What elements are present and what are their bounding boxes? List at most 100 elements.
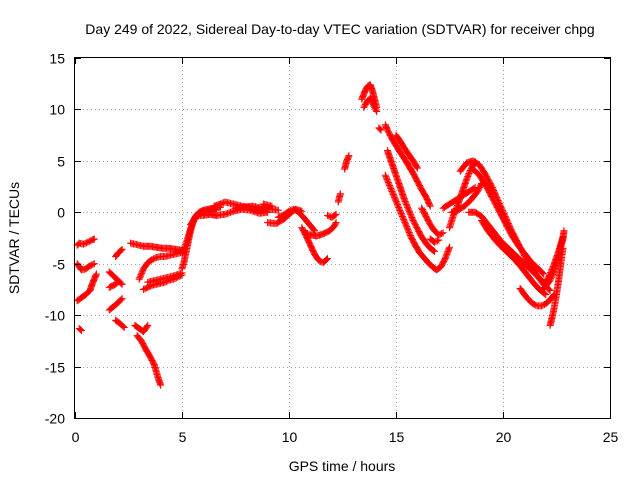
data-point [405, 229, 413, 237]
series-s4 [75, 325, 85, 335]
data-point [178, 249, 186, 257]
data-point [143, 323, 151, 331]
data-point [118, 280, 126, 288]
data-point [117, 296, 125, 304]
series-s3 [73, 270, 100, 305]
data-point [439, 229, 447, 237]
data-point [390, 192, 398, 200]
data-point [426, 202, 434, 210]
data-point [549, 264, 557, 272]
data-point [403, 202, 411, 210]
series-s28 [334, 190, 344, 206]
data-point [382, 173, 390, 181]
series-s27 [324, 210, 340, 221]
data-point [539, 269, 547, 277]
data-point [393, 199, 401, 207]
data-point [541, 290, 549, 298]
data-point [385, 180, 393, 188]
data-point [92, 270, 100, 278]
data-point [464, 172, 472, 180]
data-point [395, 204, 403, 212]
data-point [407, 212, 415, 220]
data-point [404, 205, 412, 213]
series-s49 [542, 233, 567, 286]
data-point [431, 247, 439, 255]
x-tick-label: 20 [496, 429, 512, 445]
data-point [402, 200, 410, 208]
data-point [413, 164, 421, 172]
data-point [463, 174, 471, 182]
data-point [426, 201, 434, 209]
data-point [373, 107, 381, 115]
data-point [397, 208, 405, 216]
data-point [390, 193, 398, 201]
data-point [413, 163, 421, 171]
data-point [181, 242, 189, 250]
data-point [114, 278, 122, 286]
data-point [90, 235, 98, 243]
x-tick-label: 15 [389, 429, 405, 445]
data-point [398, 211, 406, 219]
data-point [402, 199, 410, 207]
data-point [547, 269, 555, 277]
data-point [405, 206, 413, 214]
data-point [395, 205, 403, 213]
data-point [404, 203, 412, 211]
data-point [384, 177, 392, 185]
data-point [399, 214, 407, 222]
data-point [405, 227, 413, 235]
data-point [392, 196, 400, 204]
data-point [407, 211, 415, 219]
data-point [389, 189, 397, 197]
data-point [322, 256, 330, 264]
series-s8 [112, 316, 128, 331]
data-point [336, 190, 344, 198]
x-tick-label: 5 [179, 429, 187, 445]
data-point [324, 255, 332, 263]
data-point [90, 260, 98, 268]
series-s40 [439, 184, 479, 212]
data-point [113, 279, 121, 287]
data-point [76, 326, 84, 334]
data-point [397, 209, 405, 217]
data-point [464, 171, 472, 179]
series-s15 [144, 269, 186, 286]
data-point [408, 214, 416, 222]
data-point [117, 246, 125, 254]
data-point [119, 322, 127, 330]
series-s34 [383, 147, 439, 255]
data-point [403, 224, 411, 232]
data-point [136, 272, 144, 280]
series-s24 [274, 205, 319, 235]
series-s5 [105, 295, 126, 314]
data-point [387, 186, 395, 194]
data-point [89, 260, 97, 268]
x-axis-label: GPS time / hours [289, 458, 396, 474]
data-point [138, 269, 146, 277]
data-point [179, 248, 187, 256]
data-point [118, 245, 126, 253]
series-s21 [232, 202, 282, 214]
data-point [540, 270, 548, 278]
data-point [546, 270, 554, 278]
y-tick-label: 10 [49, 102, 65, 118]
data-point [372, 106, 380, 114]
data-point [376, 125, 384, 133]
data-point [332, 210, 340, 218]
data-point [388, 187, 396, 195]
x-tick-label: 10 [282, 429, 298, 445]
series-s38 [426, 235, 443, 246]
data-point [268, 202, 276, 210]
data-point [394, 202, 402, 210]
series-s17 [178, 205, 220, 257]
series-s2 [73, 260, 98, 274]
data-point [398, 212, 406, 220]
x-tick-labels: 0 5 10 15 20 25 [72, 429, 619, 445]
y-tick-label: 0 [57, 205, 65, 221]
series-s29 [341, 152, 353, 173]
data-point [547, 267, 555, 275]
series-s22 [259, 200, 276, 210]
data-point [331, 211, 339, 219]
data-point [406, 209, 414, 217]
